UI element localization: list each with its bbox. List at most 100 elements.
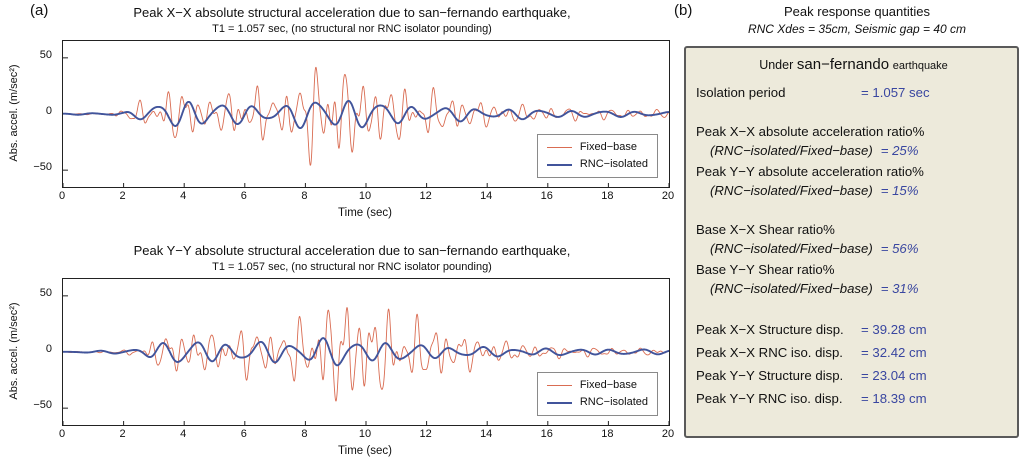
chart-subtitle: T1 = 1.057 sec, (no structural nor RNC i… <box>212 23 492 35</box>
row-sublabel-line: (RNC−isolated/Fixed−base) = 25% <box>696 141 1011 160</box>
y-tick-label: 50 <box>39 286 52 299</box>
row-label: Peak Y−Y absolute acceleration ratio% <box>696 164 924 179</box>
y-tick-label: 0 <box>45 343 52 355</box>
legend-item-fixed-base: Fixed−base <box>546 377 648 394</box>
row-sublabel: (RNC−isolated/Fixed−base) <box>710 183 873 198</box>
chart-title: Peak X−X absolute structural acceleratio… <box>133 5 571 20</box>
row-value: = 15% <box>880 183 919 198</box>
spacer <box>696 300 1011 320</box>
x-tick-label: 18 <box>601 428 614 440</box>
chart-title: Peak Y−Y absolute structural acceleratio… <box>133 243 571 258</box>
panel-b: (b) Peak response quantities RNC Xdes = … <box>672 0 1024 476</box>
fixed-base-line-sample <box>546 385 572 386</box>
spacer <box>696 106 1011 122</box>
row-label: Base X−X Shear ratio% <box>696 222 835 237</box>
chart-subtitle: T1 = 1.057 sec, (no structural nor RNC i… <box>212 261 492 273</box>
x-tick-label: 20 <box>661 428 675 440</box>
rnc-isolated-line-sample <box>546 163 572 166</box>
x-tick-label: 6 <box>240 190 247 202</box>
row-peak-xx-accel-ratio: Peak X−X absolute acceleration ratio% (R… <box>696 122 1011 160</box>
row-value: = 25% <box>880 143 919 158</box>
legend: Fixed−base RNC−isolated <box>536 372 658 416</box>
waveform-svg <box>63 295 669 425</box>
results-title: Peak response quantities <box>784 4 930 19</box>
row-label: Peak X−X absolute acceleration ratio% <box>696 124 925 139</box>
y-tick-label: −50 <box>33 161 52 174</box>
row-isolation-period: Isolation period = 1.057 sec <box>696 83 1011 102</box>
results-subtitle: RNC Xdes = 35cm, Seismic gap = 40 cm <box>747 22 967 36</box>
row-sublabel-line: (RNC−isolated/Fixed−base) = 15% <box>696 181 1011 200</box>
y-tick-label: 0 <box>45 105 52 117</box>
row-base-yy-shear-ratio: Base Y−Y Shear ratio% (RNC−isolated/Fixe… <box>696 260 1011 298</box>
x-axis-label: Time (sec) <box>338 445 392 457</box>
chart-xx-acceleration: Peak X−X absolute structural acceleratio… <box>0 0 674 238</box>
row-peak-yy-rnc-iso-disp: Peak Y−Y RNC iso. disp. = 18.39 cm <box>696 389 1011 408</box>
x-tick-label: 16 <box>540 428 553 440</box>
x-tick-label: 18 <box>601 190 614 202</box>
y-axis-ticks: −50 0 50 <box>0 278 57 424</box>
panel-a: (a) Peak X−X absolute structural acceler… <box>0 0 674 476</box>
x-axis-ticks: 0 2 4 6 8 10 12 14 16 18 20 <box>0 428 674 442</box>
x-tick-label: 4 <box>180 428 187 440</box>
y-axis-ticks: −50 0 50 <box>0 40 57 186</box>
legend-item-rnc-isolated: RNC−isolated <box>546 394 648 411</box>
results-header-suffix: earthquake <box>892 60 948 72</box>
x-tick-label: 2 <box>119 428 126 440</box>
row-peak-yy-structure-disp: Peak Y−Y Structure disp. = 23.04 cm <box>696 366 1011 385</box>
row-base-xx-shear-ratio: Base X−X Shear ratio% (RNC−isolated/Fixe… <box>696 220 1011 258</box>
x-tick-label: 20 <box>661 190 675 202</box>
row-label: Peak X−X Structure disp. <box>696 322 844 337</box>
legend-item-fixed-base: Fixed−base <box>546 139 648 156</box>
results-box: Under san−fernando earthquake Isolation … <box>684 46 1019 438</box>
x-tick-label: 6 <box>240 428 247 440</box>
row-value: = 31% <box>880 281 919 296</box>
x-tick-label: 10 <box>358 428 372 440</box>
spacer <box>696 202 1011 220</box>
row-label: Peak Y−Y RNC iso. disp. <box>696 391 843 406</box>
legend-label: RNC−isolated <box>579 396 648 408</box>
x-tick-label: 4 <box>180 190 187 202</box>
row-label: Base Y−Y Shear ratio% <box>696 262 835 277</box>
x-tick-label: 8 <box>301 190 308 202</box>
legend-label: Fixed−base <box>579 379 638 391</box>
row-value: = 56% <box>880 241 919 256</box>
row-value: = 1.057 sec <box>861 85 930 100</box>
row-label: Peak X−X RNC iso. disp. <box>696 345 843 360</box>
results-header-event: san−fernando <box>796 56 890 73</box>
rnc-isolated-line-sample <box>546 401 572 404</box>
x-tick-label: 10 <box>358 190 372 202</box>
x-tick-label: 16 <box>540 190 553 202</box>
y-tick-label: −50 <box>33 399 52 412</box>
row-value: = 18.39 cm <box>861 391 927 406</box>
x-tick-label: 12 <box>419 190 432 202</box>
x-tick-label: 12 <box>419 428 432 440</box>
row-sublabel-line: (RNC−isolated/Fixed−base) = 56% <box>696 239 1011 258</box>
x-tick-label: 14 <box>480 190 493 202</box>
plot-area: Fixed−base RNC−isolated <box>62 40 670 188</box>
row-label: Peak Y−Y Structure disp. <box>696 368 844 383</box>
row-value: = 32.42 cm <box>861 345 927 360</box>
legend-label: RNC−isolated <box>579 158 648 170</box>
plot-area: Fixed−base RNC−isolated <box>62 278 670 426</box>
x-tick-label: 14 <box>480 428 493 440</box>
row-peak-yy-accel-ratio: Peak Y−Y absolute acceleration ratio% (R… <box>696 162 1011 200</box>
results-header-prefix: Under <box>759 58 794 72</box>
panel-b-label: (b) <box>674 2 693 19</box>
panel-a-label: (a) <box>30 2 49 19</box>
row-peak-xx-rnc-iso-disp: Peak X−X RNC iso. disp. = 32.42 cm <box>696 343 1011 362</box>
row-sublabel: (RNC−isolated/Fixed−base) <box>710 281 873 296</box>
row-sublabel: (RNC−isolated/Fixed−base) <box>710 241 873 256</box>
x-axis-ticks: 0 2 4 6 8 10 12 14 16 18 20 <box>0 190 674 204</box>
legend-item-rnc-isolated: RNC−isolated <box>546 156 648 173</box>
x-axis-label: Time (sec) <box>338 207 392 219</box>
x-tick-label: 0 <box>58 190 66 202</box>
fixed-base-line-sample <box>546 147 572 148</box>
row-peak-xx-structure-disp: Peak X−X Structure disp. = 39.28 cm <box>696 320 1011 339</box>
legend: Fixed−base RNC−isolated <box>536 134 658 178</box>
results-header: Under san−fernando earthquake <box>696 56 1011 73</box>
waveform-svg <box>63 57 669 187</box>
chart-yy-acceleration: Peak Y−Y absolute structural acceleratio… <box>0 238 674 476</box>
row-value: = 39.28 cm <box>861 322 927 337</box>
x-tick-label: 8 <box>301 428 308 440</box>
